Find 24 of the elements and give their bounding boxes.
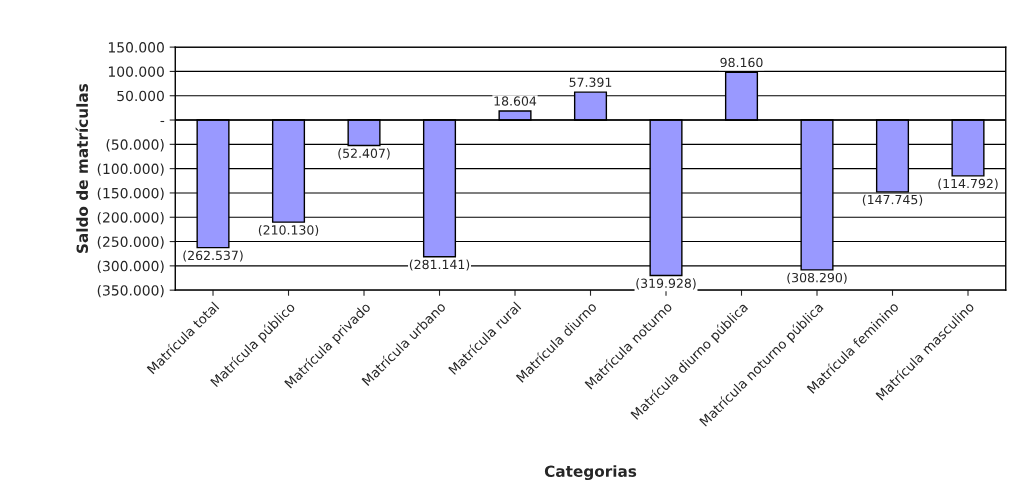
data-label: (210.130) (258, 224, 319, 237)
data-label: (262.537) (183, 250, 243, 262)
y-tick-label: 50.000 (117, 90, 164, 102)
data-label: 98.160 (720, 57, 763, 68)
y-tick-label: (150.000) (97, 187, 164, 201)
data-label: (52.407) (338, 148, 390, 160)
y-tick-label: (200.000) (97, 211, 164, 225)
data-label: 57.391 (569, 77, 612, 87)
y-tick-label: - (160, 120, 165, 123)
y-tick-label: (350.000) (97, 284, 164, 298)
data-label: (319.928) (636, 278, 696, 290)
y-tick-label: (50.000) (106, 139, 164, 152)
y-tick-label: 150.000 (108, 42, 164, 53)
data-label: (147.745) (862, 194, 923, 206)
y-axis-title: Saldo de matrículas (75, 83, 89, 253)
y-tick-label: (300.000) (97, 260, 164, 273)
x-axis-title: Categorias (544, 465, 637, 481)
y-tick-label: (250.000) (97, 236, 164, 249)
data-label: 18.604 (494, 96, 537, 106)
data-label: (308.290) (787, 272, 847, 284)
y-tick-label: 100.000 (108, 66, 164, 77)
data-label: (281.141) (409, 259, 470, 271)
y-tick-label: (100.000) (97, 163, 164, 176)
data-label: (114.792) (938, 178, 998, 190)
